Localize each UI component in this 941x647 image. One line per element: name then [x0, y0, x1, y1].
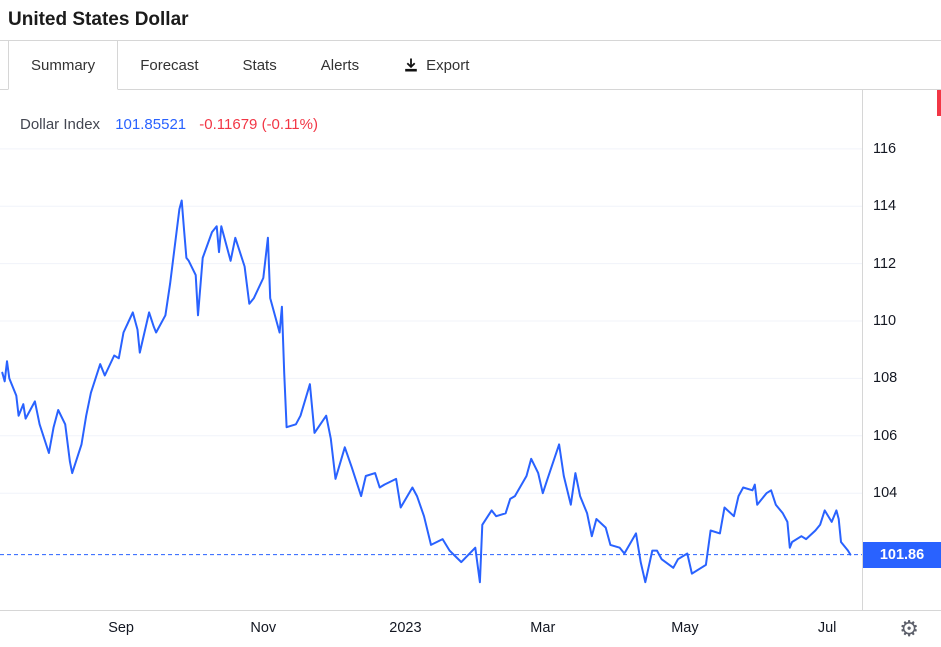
y-axis-label: 112: [873, 255, 897, 272]
x-axis-label: Mar: [530, 620, 556, 636]
last-price: 101.85521: [115, 116, 187, 133]
chart-area: Dollar Index 101.85521 -0.11679 (-0.11%)…: [0, 90, 941, 610]
y-axis-label: 114: [873, 198, 897, 215]
tab-summary-label: Summary: [31, 56, 96, 74]
page-header: United States Dollar: [0, 0, 941, 40]
x-axis-label: Jul: [817, 620, 837, 636]
y-axis[interactable]: 116 114 112 110 108 106 104: [862, 90, 941, 610]
red-accent-bar: [937, 90, 941, 116]
tab-export[interactable]: Export: [381, 41, 491, 89]
page-title: United States Dollar: [8, 9, 189, 30]
tab-stats[interactable]: Stats: [221, 41, 299, 89]
current-price-badge: 101.86: [863, 541, 941, 568]
tab-export-label: Export: [426, 56, 470, 74]
price-line-chart[interactable]: [0, 90, 862, 610]
symbol-name: Dollar Index: [20, 116, 101, 133]
tab-stats-label: Stats: [242, 56, 277, 74]
tab-bar: Summary Forecast Stats Alerts Export: [0, 40, 941, 90]
y-axis-label: 104: [873, 485, 898, 502]
x-axis[interactable]: ⚙ Sep Nov 2023 Mar May Jul: [0, 610, 941, 647]
tab-forecast[interactable]: Forecast: [118, 41, 220, 89]
gear-icon[interactable]: ⚙: [899, 616, 919, 641]
y-axis-label: 106: [873, 427, 898, 444]
y-axis-label: 110: [873, 313, 897, 329]
chart-legend: Dollar Index 101.85521 -0.11679 (-0.11%): [20, 116, 318, 133]
price-series-line: [1, 199, 852, 584]
tab-alerts[interactable]: Alerts: [299, 41, 381, 89]
x-axis-label: 2023: [389, 620, 422, 636]
x-axis-label: May: [671, 620, 699, 636]
price-change: -0.11679 (-0.11%): [199, 116, 318, 133]
tab-alerts-label: Alerts: [320, 56, 360, 74]
y-axis-label: 108: [873, 370, 898, 387]
x-axis-label: Nov: [250, 620, 277, 636]
x-axis-label: Sep: [108, 620, 134, 636]
tab-forecast-label: Forecast: [140, 56, 199, 74]
y-axis-label: 116: [873, 140, 897, 157]
download-icon: [403, 57, 419, 73]
tab-summary[interactable]: Summary: [8, 41, 119, 90]
